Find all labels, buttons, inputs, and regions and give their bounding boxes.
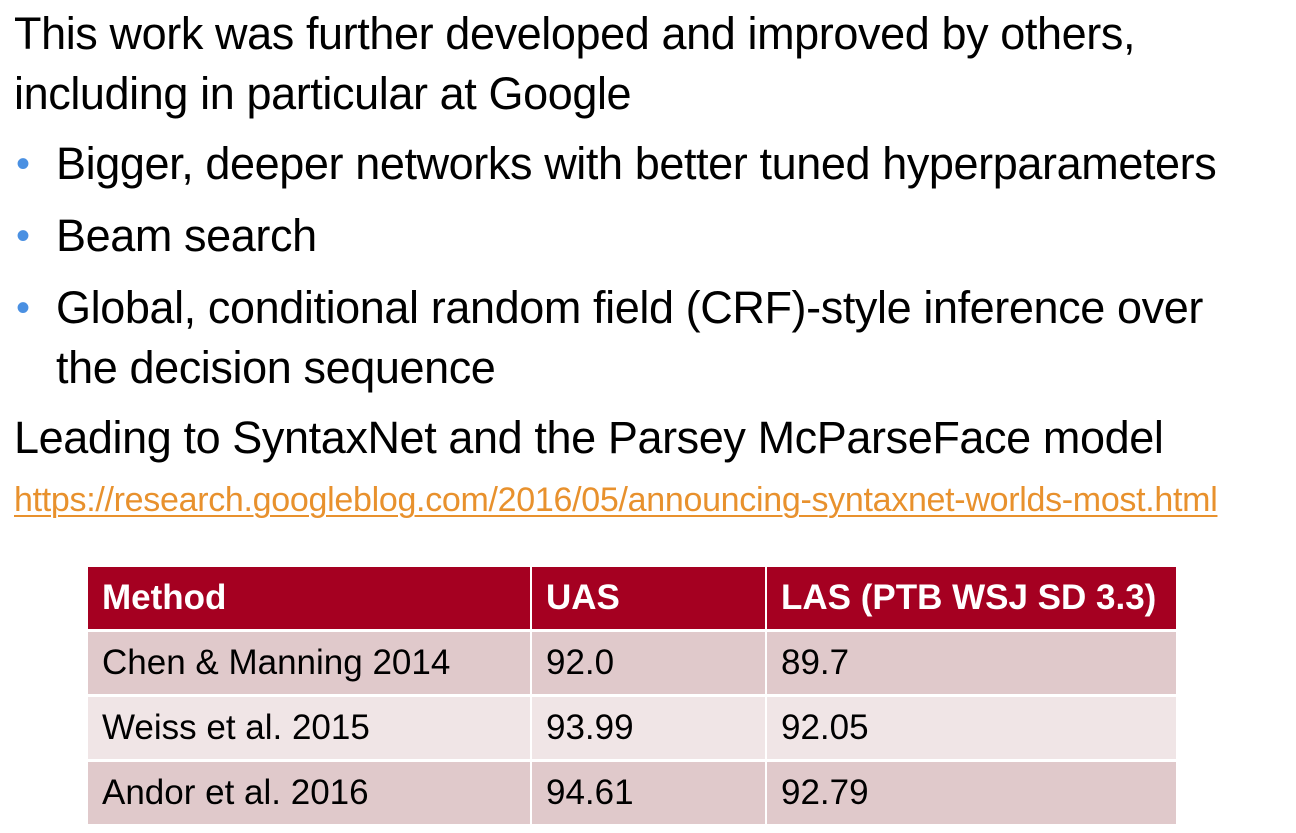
cell-las: 92.79 [766, 761, 1176, 825]
syntaxnet-blog-link[interactable]: https://research.googleblog.com/2016/05/… [14, 478, 1217, 522]
bullet-text: Beam search [56, 206, 317, 266]
bullet-icon: • [16, 206, 46, 266]
cell-las: 89.7 [766, 631, 1176, 696]
table-row: Andor et al. 2016 94.61 92.79 [88, 761, 1176, 825]
cell-uas: 94.61 [531, 761, 766, 825]
results-table: Method UAS LAS (PTB WSJ SD 3.3) Chen & M… [88, 567, 1176, 824]
header-uas: UAS [531, 567, 766, 631]
header-method: Method [88, 567, 531, 631]
table-row: Chen & Manning 2014 92.0 89.7 [88, 631, 1176, 696]
intro-line-1: This work was further developed and impr… [14, 4, 1135, 64]
cell-las: 92.05 [766, 696, 1176, 761]
header-las: LAS (PTB WSJ SD 3.3) [766, 567, 1176, 631]
cell-method: Chen & Manning 2014 [88, 631, 531, 696]
cell-uas: 93.99 [531, 696, 766, 761]
bullet-text-continued: the decision sequence [56, 338, 495, 398]
bullet-text: Global, conditional random field (CRF)-s… [56, 278, 1203, 338]
table-header-row: Method UAS LAS (PTB WSJ SD 3.3) [88, 567, 1176, 631]
cell-method: Weiss et al. 2015 [88, 696, 531, 761]
bullet-icon: • [16, 278, 46, 338]
cell-method: Andor et al. 2016 [88, 761, 531, 825]
table-row: Weiss et al. 2015 93.99 92.05 [88, 696, 1176, 761]
conclusion-line: Leading to SyntaxNet and the Parsey McPa… [14, 408, 1163, 468]
bullet-icon: • [16, 134, 46, 194]
cell-uas: 92.0 [531, 631, 766, 696]
intro-line-2: including in particular at Google [14, 64, 631, 124]
bullet-text: Bigger, deeper networks with better tune… [56, 134, 1216, 194]
